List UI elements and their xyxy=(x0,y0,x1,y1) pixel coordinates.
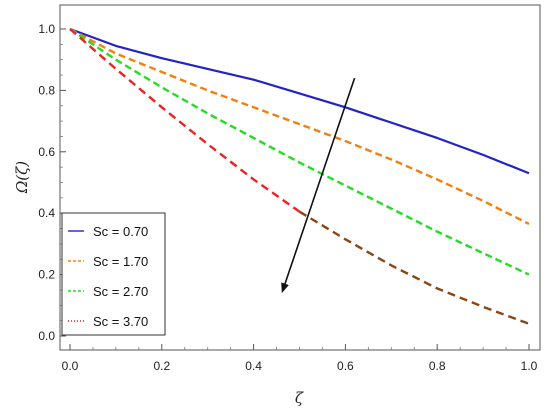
x-tick-label: 0.4 xyxy=(245,359,262,373)
trend-arrow xyxy=(281,77,356,294)
chart-legend: Sc = 0.70 Sc = 1.70 Sc = 2.70 Sc = 3.70 xyxy=(61,212,166,336)
y-tick-label: 0.8 xyxy=(38,83,55,97)
y-tick-label: 0.6 xyxy=(38,145,55,159)
series-line-sc-0-70 xyxy=(69,27,530,175)
x-axis-label: ζ xyxy=(295,389,304,407)
y-tick-label: 1.0 xyxy=(38,22,55,36)
x-tick-label: 0.6 xyxy=(337,359,354,373)
x-tick-label: 0.0 xyxy=(62,359,79,373)
axis-ticks: 0.0 0.2 0.4 0.6 0.8 1.0 0.0 0.2 0.4 0.6 0.8 1.0 xyxy=(38,22,537,373)
trend-arrow-line xyxy=(281,77,356,294)
y-tick-label: 0.0 xyxy=(38,329,55,343)
legend-label: Sc = 2.70 xyxy=(93,284,148,299)
legend-label: Sc = 1.70 xyxy=(93,254,148,269)
y-axis-label: Ω(ζ) xyxy=(13,161,31,194)
series-line-sc-1-70 xyxy=(69,27,530,226)
legend-box xyxy=(61,212,166,336)
y-tick-label: 0.2 xyxy=(38,268,55,282)
series-line-sc-2-70 xyxy=(69,28,530,276)
x-tick-label: 0.2 xyxy=(153,359,170,373)
y-tick-label: 0.4 xyxy=(38,206,55,220)
legend-label: Sc = 0.70 xyxy=(93,224,148,239)
series-lines xyxy=(69,27,530,325)
legend-label: Sc = 3.70 xyxy=(93,314,148,329)
x-tick-label: 1.0 xyxy=(521,359,538,373)
x-tick-label: 0.8 xyxy=(429,359,446,373)
series-line-sc-3-70 xyxy=(69,28,301,213)
series-line-sc-3-70-lower xyxy=(298,210,530,325)
